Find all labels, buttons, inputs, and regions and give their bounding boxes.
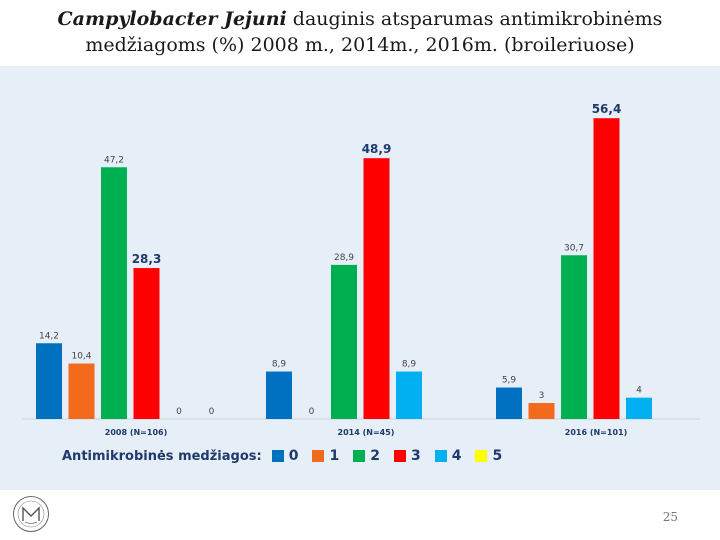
bar-0-group-1 bbox=[266, 371, 292, 419]
legend-label-2: 2 bbox=[370, 448, 380, 464]
legend-swatch-3 bbox=[393, 450, 406, 462]
legend-label-4: 4 bbox=[451, 448, 462, 464]
bar-3-group-0 bbox=[133, 268, 160, 419]
category-label-2: 2016 (N=101) bbox=[565, 428, 627, 437]
legend-label-0: 0 bbox=[288, 448, 299, 464]
data-label-1-group-2: 3 bbox=[539, 391, 545, 401]
chart-panel: 14,2 10,4 47,2 28,3 0 0 2008 (N=106) 8,9 0 28,9 48… bbox=[0, 66, 720, 490]
bar-2-group-1 bbox=[331, 264, 357, 419]
bar-3-group-2 bbox=[593, 118, 620, 419]
data-label-1-group-1: 0 bbox=[309, 407, 315, 417]
bar-3-group-1 bbox=[363, 158, 390, 419]
bar-1-group-2 bbox=[528, 403, 555, 419]
legend-swatch-0 bbox=[271, 450, 284, 462]
slide-title: Campylobacter Jejuni dauginis atsparumas… bbox=[0, 6, 720, 58]
legend-label-5: 5 bbox=[492, 448, 503, 464]
legend-items: 0 1 2 3 4 5 bbox=[271, 448, 517, 464]
title-italic: Campylobacter Jejuni bbox=[57, 8, 287, 30]
data-label-3-group-1: 48,9 bbox=[362, 142, 392, 156]
data-label-0-group-0: 14,2 bbox=[39, 331, 59, 341]
data-label-0-group-2: 5,9 bbox=[502, 376, 517, 386]
data-label-5-group-0: 0 bbox=[209, 407, 215, 417]
chart-legend: Antimikrobinės medžiagos: 0 1 2 3 4 5 bbox=[62, 445, 516, 467]
bar-2-group-2 bbox=[561, 255, 587, 419]
legend-item-5: 5 bbox=[475, 448, 502, 464]
legend-swatch-1 bbox=[312, 450, 325, 462]
title-line-1: Campylobacter Jejuni dauginis atsparumas… bbox=[0, 6, 720, 32]
legend-item-3: 3 bbox=[393, 448, 421, 464]
title-rest: dauginis atsparumas antimikrobinėms bbox=[286, 8, 663, 30]
data-label-2-group-2: 30,7 bbox=[564, 243, 584, 253]
bar-2-group-0 bbox=[101, 167, 127, 419]
data-label-3-group-2: 56,4 bbox=[592, 102, 622, 116]
data-label-1-group-0: 10,4 bbox=[71, 352, 91, 362]
legend-item-1: 1 bbox=[312, 448, 339, 464]
bar-0-group-0 bbox=[36, 343, 62, 419]
bar-4-group-2 bbox=[626, 397, 652, 419]
bar-4-group-1 bbox=[396, 371, 422, 419]
legend-swatch-4 bbox=[434, 450, 447, 462]
bar-0-group-2 bbox=[496, 387, 522, 419]
data-label-4-group-2: 4 bbox=[636, 386, 642, 396]
legend-swatch-2 bbox=[353, 450, 366, 462]
bar-1-group-0 bbox=[68, 363, 95, 419]
legend-item-2: 2 bbox=[353, 448, 380, 464]
page-number: 25 bbox=[662, 510, 678, 524]
legend-label-1: 1 bbox=[329, 448, 340, 464]
data-label-4-group-0: 0 bbox=[176, 407, 182, 417]
title-line-2: medžiagoms (%) 2008 m., 2014m., 2016m. (… bbox=[85, 34, 635, 56]
legend-title: Antimikrobinės medžiagos: bbox=[62, 448, 262, 464]
legend-item-0: 0 bbox=[271, 448, 299, 464]
legend-label-3: 3 bbox=[410, 448, 421, 464]
slide-footer: 25 bbox=[0, 490, 720, 540]
legend-item-4: 4 bbox=[434, 448, 462, 464]
data-label-2-group-1: 28,9 bbox=[334, 253, 354, 263]
data-label-4-group-1: 8,9 bbox=[402, 360, 417, 370]
data-label-0-group-1: 8,9 bbox=[272, 360, 287, 370]
data-label-3-group-0: 28,3 bbox=[132, 252, 162, 266]
legend-swatch-5 bbox=[475, 450, 488, 462]
data-label-2-group-0: 47,2 bbox=[104, 155, 124, 165]
category-label-1: 2014 (N=45) bbox=[338, 428, 395, 437]
university-seal-icon bbox=[13, 496, 49, 532]
category-label-0: 2008 (N=106) bbox=[105, 428, 167, 437]
